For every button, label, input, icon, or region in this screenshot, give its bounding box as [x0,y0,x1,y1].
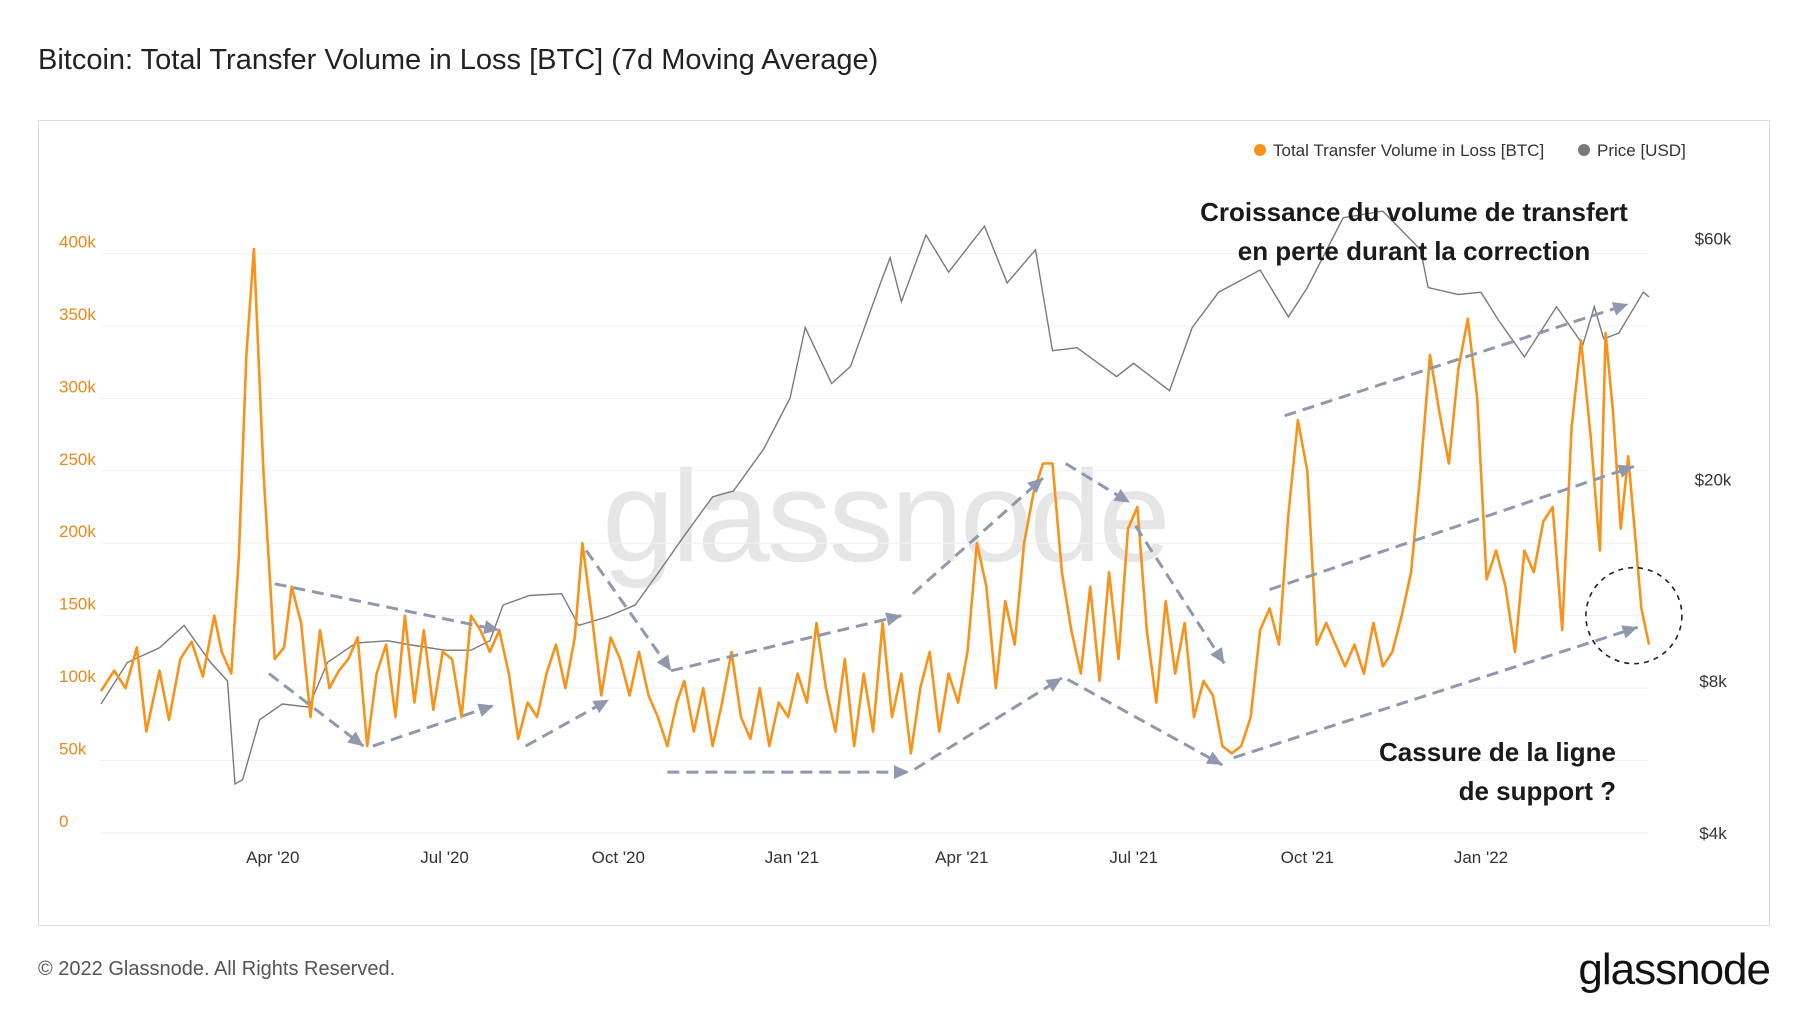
trend-arrow-head [1113,488,1130,503]
trend-arrow-head [1617,464,1634,478]
trend-arrow-head [1205,751,1223,765]
support-break-circle [1585,566,1683,665]
trend-arrow [1066,678,1224,767]
trend-arrow-head [1045,677,1062,692]
trend-arrow [913,676,1063,771]
left-tick-label: 250k [59,450,96,469]
page-title: Bitcoin: Total Transfer Volume in Loss [… [38,44,879,76]
trend-arrow [1233,625,1639,760]
annotation-text: Croissance du volume de transfert [1200,197,1628,227]
trend-arrow [670,614,902,673]
trend-arrow-head [1611,302,1629,316]
volume-series-line [99,247,1651,755]
trend-arrow-head [885,612,902,626]
chart-frame: glassnode 0 50k 100k 150k 200k 250k 300k 350k 40… [38,120,1770,926]
trend-arrow [268,672,365,748]
trend-arrow [1134,525,1226,665]
left-tick-label: 150k [59,595,96,614]
trend-arrow [372,704,495,748]
footer-copyright: © 2022 Glassnode. All Rights Reserved. [38,958,396,980]
x-tick-label: Jul '20 [420,848,469,867]
left-tick-label: 300k [59,377,96,396]
trend-arrow-head [1210,647,1225,664]
trend-arrow [911,476,1045,596]
trend-arrow-head [483,620,500,634]
left-tick-label: 400k [59,232,96,251]
left-tick-label: 0 [59,812,68,831]
left-tick-label: 200k [59,522,96,541]
legend-price-label: Price [USD] [1597,141,1686,160]
trend-arrow [584,549,673,672]
left-tick-label: 100k [59,667,96,686]
right-tick-label: $4k [1699,824,1727,843]
left-tick-label: 50k [59,740,87,759]
x-tick-label: Oct '21 [1281,848,1334,867]
trend-arrow-head [1621,625,1638,639]
trend-arrow [274,582,500,632]
x-tick-label: Jan '22 [1454,848,1508,867]
x-tick-label: Jul '21 [1109,848,1158,867]
watermark-text: glassnode [602,443,1168,589]
legend-volume-dot [1254,144,1266,156]
annotation-text: Cassure de la ligne [1379,737,1616,767]
x-tick-label: Apr '20 [246,848,299,867]
x-tick-label: Oct '20 [592,848,645,867]
trend-arrow [1284,302,1629,418]
x-tick-label: Jan '21 [765,848,819,867]
glassnode-logo: glassnode [1578,945,1771,994]
trend-arrow [1269,465,1635,592]
left-tick-label: 350k [59,305,96,324]
trend-arrow-head [1027,478,1044,494]
trend-arrow [525,698,610,748]
right-tick-label: $20k [1695,471,1732,490]
trend-arrow-head [656,654,672,671]
annotation-text: en perte durant la correction [1238,236,1591,266]
trend-arrow-head [477,703,494,717]
right-tick-label: $8k [1699,672,1727,691]
x-tick-label: Apr '21 [935,848,988,867]
legend-volume-label: Total Transfer Volume in Loss [BTC] [1273,141,1544,160]
legend-price-dot [1578,144,1590,156]
chart-svg: glassnode 0 50k 100k 150k 200k 250k 300k 350k 40… [59,141,1732,867]
annotation-text: de support ? [1459,776,1616,806]
price-series-line [100,210,1650,786]
right-tick-label: $60k [1695,230,1732,249]
trend-arrow-head [893,765,909,780]
trend-arrow-head [347,731,364,747]
trend-arrow-head [592,699,609,714]
